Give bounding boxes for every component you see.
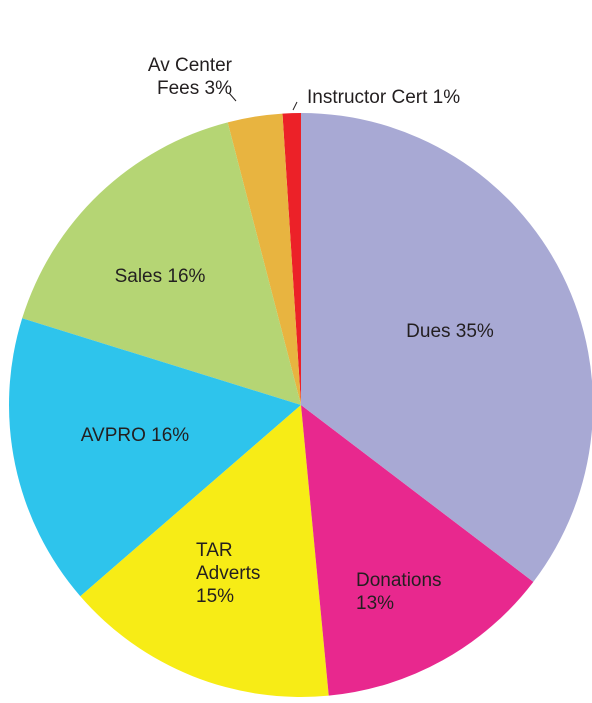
slice-label: Av Center Fees 3% xyxy=(112,54,232,100)
slice-label: TAR Adverts 15% xyxy=(196,539,266,608)
category-label: Av Center Fees xyxy=(147,55,232,99)
value-label: 16% xyxy=(151,425,190,446)
pie-slice xyxy=(301,405,534,696)
leader-line xyxy=(292,101,298,111)
value-label: 15% xyxy=(196,586,235,607)
pie-slice xyxy=(227,113,301,405)
pie-slice xyxy=(282,113,301,405)
category-label: TAR Adverts xyxy=(196,540,261,584)
value-label: 3% xyxy=(204,78,232,99)
slice-label: Instructor Cert 1% xyxy=(307,86,507,109)
slice-label: Donations 13% xyxy=(356,569,456,615)
category-label: Sales xyxy=(114,266,163,287)
slice-label: Sales 16% xyxy=(80,265,240,288)
category-label: Instructor Cert xyxy=(307,87,428,108)
pie-slice xyxy=(9,318,301,597)
slice-label: AVPRO 16% xyxy=(55,424,215,447)
category-label: AVPRO xyxy=(80,425,146,446)
pie-slice xyxy=(22,122,301,405)
leader-line xyxy=(228,92,237,102)
pie-slice xyxy=(80,405,329,697)
value-label: 13% xyxy=(356,593,395,614)
value-label: 35% xyxy=(455,321,494,342)
category-label: Dues xyxy=(406,321,451,342)
value-label: 16% xyxy=(167,266,206,287)
pie-slice xyxy=(301,113,592,582)
category-label: Donations xyxy=(356,570,442,591)
slice-label: Dues 35% xyxy=(370,320,530,343)
value-label: 1% xyxy=(432,87,461,108)
